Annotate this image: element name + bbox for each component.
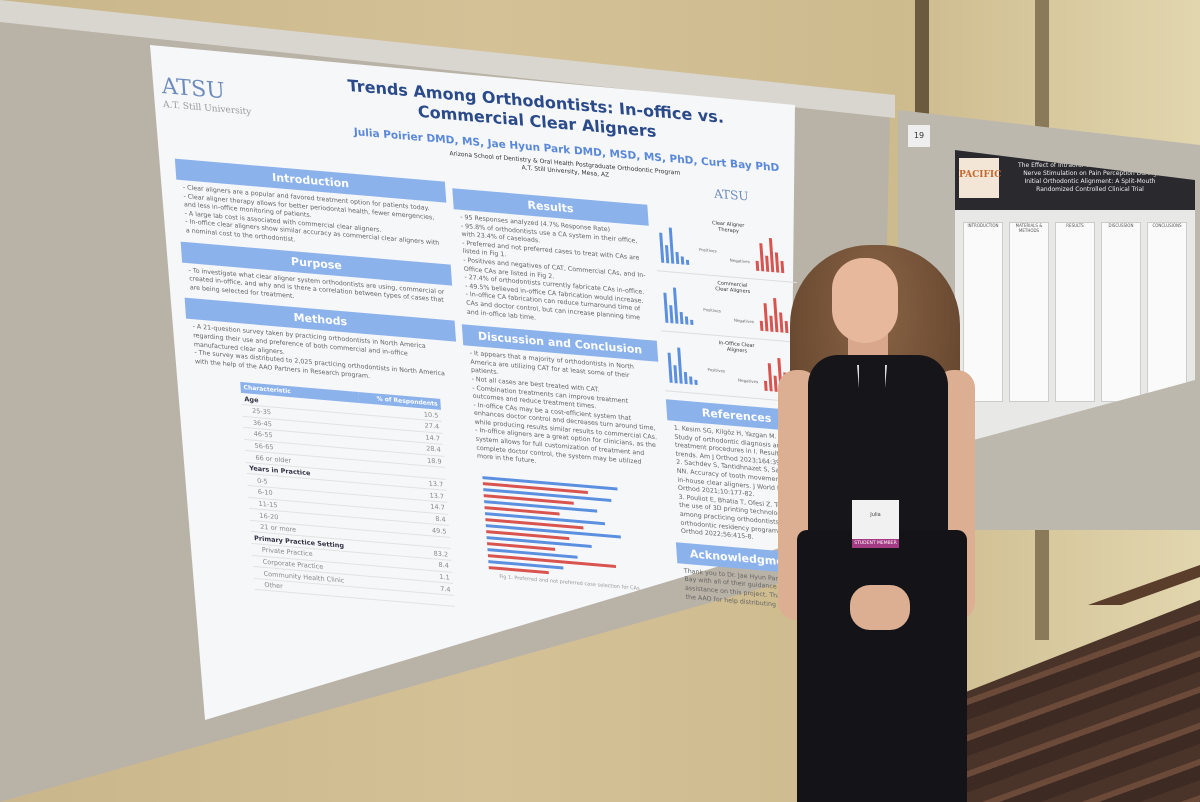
person-face <box>832 258 898 343</box>
positive-bar <box>673 365 678 384</box>
neighbor-poster-section: INTRODUCTION <box>963 222 1003 402</box>
positive-bar <box>659 232 665 263</box>
positive-bar <box>675 251 680 265</box>
positive-bar <box>667 352 673 383</box>
atsu-logo: ATSU A.T. Still University <box>161 74 294 122</box>
positive-bar <box>689 376 693 385</box>
negative-bar <box>763 380 768 391</box>
negative-bar <box>765 255 770 272</box>
middle-column: Results - 95 Responses analyzed (4.7% Re… <box>452 188 675 598</box>
negative-bar <box>784 320 789 334</box>
positive-bar <box>669 305 674 324</box>
neighbor-poster: The Effect of Intraoral Transcutaneous E… <box>955 150 1195 445</box>
positive-bar <box>679 311 684 325</box>
figure-2-label: Commercial Clear Aligners <box>715 280 751 296</box>
demographics-table: Characteristic% of Respondents Age 10.5 25… <box>240 382 455 607</box>
positive-bar <box>672 287 679 324</box>
atsu-logo-small: ATSU <box>713 186 749 204</box>
negative-bar <box>767 363 773 392</box>
negative-bar <box>759 320 764 331</box>
positive-bar <box>684 316 689 325</box>
positive-bar <box>685 259 690 266</box>
negative-bar <box>773 298 779 333</box>
person-hands <box>850 585 910 630</box>
negative-bar <box>759 243 765 272</box>
positive-bar <box>694 379 698 386</box>
figure-2-label: Clear Aligner Therapy <box>711 220 745 235</box>
pacific-logo: PACIFIC <box>959 158 1001 198</box>
negative-bar <box>768 238 775 273</box>
badge-ribbon: STUDENT MEMBER <box>852 539 899 548</box>
legend-negatives: Negatives <box>733 317 755 325</box>
legend-positives: Positives <box>703 306 722 314</box>
board-number: 19 <box>908 125 930 147</box>
person-black-pants <box>797 530 967 802</box>
figure-2-label: In-Office Clear Aligners <box>718 340 755 355</box>
left-column: Introduction - Clear aligners are a popu… <box>174 158 475 609</box>
badge-name: Julia <box>870 512 881 518</box>
positive-bar <box>663 292 669 323</box>
atsu-logo-subtitle: A.T. Still University <box>162 100 252 118</box>
negative-bar <box>755 260 760 271</box>
positive-bar <box>683 371 688 385</box>
positive-bar <box>680 256 685 265</box>
negative-bar <box>779 312 784 333</box>
positive-bar <box>668 227 675 264</box>
neighbor-poster-section: CONCLUSIONS <box>1147 222 1187 402</box>
figure-1-bar-chart <box>482 475 639 582</box>
legend-positives: Positives <box>698 246 717 254</box>
negative-bar <box>763 303 769 332</box>
negative-bar <box>774 252 780 273</box>
positive-bar <box>690 319 694 326</box>
legend-negatives: Negatives <box>737 377 759 385</box>
neighbor-poster-section: MATERIALS & METHODS <box>1009 222 1049 402</box>
neighbor-poster-section: DISCUSSION <box>1101 222 1141 402</box>
name-badge: Julia STUDENT MEMBER <box>852 500 899 548</box>
legend-negatives: Negatives <box>729 257 750 265</box>
positive-bar <box>665 245 670 264</box>
positive-bar <box>677 347 683 384</box>
negative-bar <box>769 315 774 332</box>
negative-bar <box>780 260 785 274</box>
neighbor-poster-section: RESULTS <box>1055 222 1095 402</box>
legend-positives: Positives <box>707 366 726 374</box>
poster-content: ATSU A.T. Still University ATSU Trends Am… <box>160 60 822 713</box>
